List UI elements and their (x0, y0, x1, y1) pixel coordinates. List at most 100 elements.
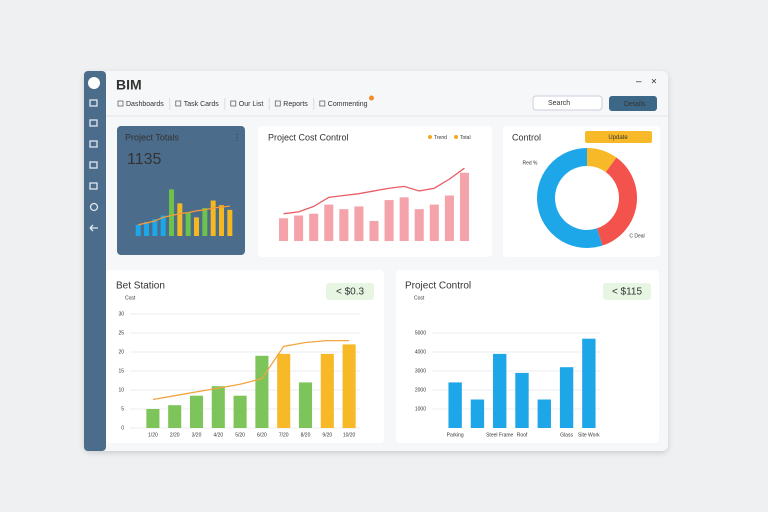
bar (189, 395, 204, 428)
bar (168, 405, 182, 428)
search-box[interactable] (532, 95, 603, 111)
bar (294, 215, 304, 241)
bar (429, 204, 439, 241)
bar (324, 204, 334, 241)
x-tick-label: Steel Frame (486, 432, 513, 438)
bar (279, 218, 289, 241)
details-button[interactable] (609, 96, 657, 111)
tab[interactable]: Reports (283, 101, 308, 108)
x-tick-label: Glass (560, 432, 573, 438)
update-button[interactable] (585, 131, 652, 143)
card-subtitle: Cost (125, 295, 136, 301)
bar (493, 353, 507, 428)
x-tick-label: 1/20 (148, 432, 158, 438)
bar (144, 222, 149, 236)
y-tick-label: 15 (118, 368, 124, 374)
search-text[interactable]: Search (548, 100, 570, 107)
slice-label: C Deal (629, 233, 644, 239)
bar (459, 172, 469, 241)
x-tick-label: Parking (447, 432, 464, 438)
card-value: 1135 (127, 151, 162, 168)
bar (444, 195, 454, 241)
legend-label: Total (460, 135, 471, 141)
y-tick-label: 1000 (415, 406, 426, 412)
close[interactable]: × (651, 77, 657, 88)
bar (342, 344, 356, 428)
bar (255, 355, 269, 428)
donut-slice (586, 148, 617, 173)
logo (88, 77, 100, 89)
bar (202, 208, 208, 236)
sidebar (84, 71, 106, 451)
card-subtitle: Cost (414, 295, 425, 301)
badge (603, 283, 651, 300)
y-tick-label: 10 (118, 387, 124, 393)
tab-icon (319, 100, 326, 107)
card-title: Project Totals (125, 132, 179, 142)
bar (185, 212, 191, 236)
bar (369, 220, 379, 241)
bar (146, 409, 160, 428)
bar (399, 197, 409, 241)
bar (320, 353, 334, 428)
x-tick-label: 8/20 (301, 432, 311, 438)
bar (515, 372, 529, 428)
bar (309, 213, 319, 241)
bar (339, 209, 349, 241)
x-tick-label: 3/20 (192, 432, 202, 438)
x-tick-label: 9/20 (322, 432, 332, 438)
y-tick-label: 2000 (415, 387, 426, 393)
tab-icon (230, 100, 237, 107)
y-tick-label: 5 (121, 406, 124, 412)
bar (448, 382, 462, 428)
x-tick-label: 5/20 (235, 432, 245, 438)
bar (354, 206, 364, 241)
card (106, 270, 384, 443)
tab[interactable]: Task Cards (184, 101, 220, 108)
card-title: Project Control (405, 281, 471, 292)
bar (384, 200, 394, 241)
x-tick-label: 10/20 (343, 432, 356, 438)
x-tick-label: 2/20 (170, 432, 180, 438)
y-tick-label: 20 (118, 349, 124, 355)
app-title: BIM (116, 77, 142, 93)
bar (219, 205, 224, 236)
x-tick-label: 7/20 (279, 432, 289, 438)
bar (227, 209, 233, 236)
details-text[interactable]: Details (624, 101, 646, 108)
minimize[interactable]: – (636, 77, 642, 88)
tab[interactable]: Our List (239, 101, 264, 108)
trend-line (138, 205, 230, 226)
trend-line (152, 339, 350, 401)
x-tick-label: Roof (517, 432, 528, 438)
sidebar-icons[interactable] (89, 99, 99, 232)
bar (135, 224, 141, 236)
legend-label: Trend (434, 135, 447, 141)
bar (169, 189, 174, 236)
card-title: Bet Station (116, 281, 165, 292)
legend-swatch (454, 135, 458, 139)
bar (582, 338, 596, 428)
bar (211, 386, 225, 428)
donut-slice (596, 157, 637, 246)
y-tick-label: 5000 (415, 330, 426, 336)
notification-dot (368, 95, 374, 101)
slice-label: Red % (522, 160, 538, 166)
badge (326, 283, 374, 300)
bar (233, 395, 247, 428)
tab-icon (175, 100, 182, 107)
card-menu: ⋮ (233, 133, 241, 142)
bar (277, 353, 291, 428)
tab[interactable]: Dashboards (126, 101, 164, 108)
tab-icon (117, 100, 124, 107)
bar (559, 367, 574, 428)
update-text[interactable]: Update (608, 135, 628, 141)
tab[interactable]: Commenting (328, 101, 368, 108)
card-title: Project Cost Control (268, 132, 349, 142)
bar (537, 399, 551, 428)
y-tick-label: 4000 (415, 349, 426, 355)
x-tick-label: Site Work (578, 432, 600, 438)
bar (194, 217, 199, 236)
donut-slice (537, 148, 603, 248)
